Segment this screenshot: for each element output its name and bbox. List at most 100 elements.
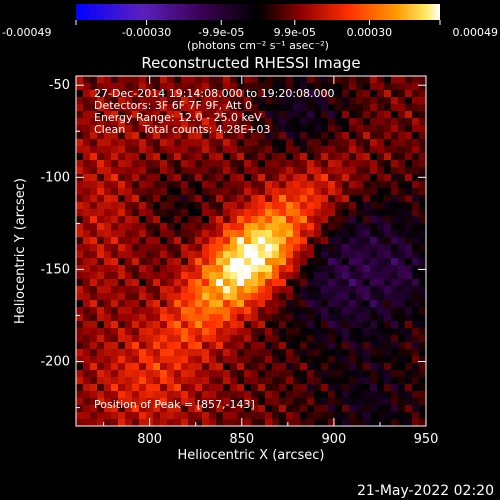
heatmap-cell — [279, 342, 287, 350]
heatmap-cell — [377, 97, 385, 105]
heatmap-cell — [181, 265, 189, 273]
heatmap-cell — [300, 321, 308, 329]
heatmap-cell — [251, 83, 259, 91]
heatmap-cell — [90, 370, 98, 378]
heatmap-cell — [202, 216, 210, 224]
heatmap-cell — [188, 90, 196, 98]
heatmap-cell — [111, 279, 119, 287]
heatmap-cell — [272, 132, 280, 140]
heatmap-cell — [349, 363, 357, 371]
heatmap-cell — [90, 384, 98, 392]
heatmap-cell — [405, 76, 413, 84]
heatmap-cell — [314, 139, 322, 147]
heatmap-cell — [188, 314, 196, 322]
heatmap-cell — [188, 230, 196, 238]
heatmap-cell — [90, 97, 98, 105]
heatmap-cell — [419, 405, 426, 413]
heatmap-cell — [335, 384, 343, 392]
heatmap-cell — [349, 272, 357, 280]
heatmap-cell — [104, 125, 112, 133]
heatmap-cell — [342, 97, 350, 105]
heatmap-cell — [153, 251, 161, 259]
heatmap-cell — [237, 272, 245, 280]
heatmap-cell — [377, 237, 385, 245]
heatmap-cell — [237, 356, 245, 364]
heatmap-cell — [223, 174, 231, 182]
heatmap-cell — [356, 335, 364, 343]
heatmap-cell — [307, 391, 315, 399]
heatmap-cell — [209, 398, 217, 406]
heatmap-cell — [356, 97, 364, 105]
heatmap-cell — [321, 195, 329, 203]
heatmap-cell — [398, 419, 406, 426]
heatmap-cell — [132, 104, 140, 112]
heatmap-cell — [111, 363, 119, 371]
heatmap-cell — [370, 90, 378, 98]
heatmap-cell — [209, 293, 217, 301]
heatmap-cell — [160, 300, 168, 308]
heatmap-cell — [307, 146, 315, 154]
heatmap-cell — [349, 279, 357, 287]
heatmap-cell — [104, 167, 112, 175]
heatmap-cell — [125, 321, 133, 329]
heatmap-cell — [328, 412, 336, 420]
heatmap-cell — [426, 132, 434, 140]
heatmap-cell — [132, 258, 140, 266]
heatmap-cell — [104, 314, 112, 322]
heatmap-cell — [419, 293, 426, 301]
heatmap-cell — [391, 111, 399, 119]
heatmap-cell — [132, 293, 140, 301]
heatmap-cell — [216, 202, 224, 210]
heatmap-cell — [265, 244, 273, 252]
heatmap-cell — [405, 293, 413, 301]
heatmap-cell — [356, 272, 364, 280]
heatmap-cell — [314, 384, 322, 392]
heatmap-cell — [391, 279, 399, 287]
heatmap-cell — [356, 83, 364, 91]
heatmap-cell — [216, 160, 224, 168]
heatmap-cell — [195, 223, 203, 231]
heatmap-cell — [230, 153, 238, 161]
heatmap-cell — [104, 342, 112, 350]
heatmap-cell — [97, 160, 105, 168]
heatmap-cell — [230, 307, 238, 315]
heatmap-cell — [279, 209, 287, 217]
heatmap-cell — [405, 83, 413, 91]
heatmap-cell — [258, 202, 266, 210]
heatmap-cell — [335, 160, 343, 168]
heatmap-cell — [188, 153, 196, 161]
heatmap-cell — [111, 370, 119, 378]
heatmap-cell — [384, 314, 392, 322]
heatmap-cell — [293, 356, 301, 364]
heatmap-cell — [111, 335, 119, 343]
heatmap-cell — [160, 363, 168, 371]
heatmap-cell — [174, 286, 182, 294]
heatmap-cell — [384, 237, 392, 245]
heatmap-cell — [153, 307, 161, 315]
heatmap-cell — [90, 286, 98, 294]
heatmap-cell — [398, 321, 406, 329]
heatmap-cell — [83, 230, 91, 238]
heatmap-cell — [104, 104, 112, 112]
heatmap-cell — [335, 76, 343, 84]
heatmap-cell — [426, 272, 434, 280]
heatmap-cell — [146, 314, 154, 322]
heatmap-cell — [321, 104, 329, 112]
heatmap-cell — [251, 412, 259, 420]
heatmap-cell — [258, 167, 266, 175]
heatmap-cell — [153, 377, 161, 385]
heatmap-cell — [377, 209, 385, 217]
heatmap-cell — [139, 279, 147, 287]
heatmap-cell — [195, 216, 203, 224]
heatmap-cell — [412, 321, 420, 329]
heatmap-cell — [230, 384, 238, 392]
heatmap-cell — [321, 293, 329, 301]
heatmap-cell — [188, 321, 196, 329]
heatmap-cell — [419, 146, 426, 154]
heatmap-cell — [153, 328, 161, 336]
heatmap-cell — [90, 314, 98, 322]
heatmap-cell — [398, 181, 406, 189]
heatmap-cell — [118, 370, 126, 378]
heatmap-cell — [307, 83, 315, 91]
heatmap-cell — [202, 90, 210, 98]
